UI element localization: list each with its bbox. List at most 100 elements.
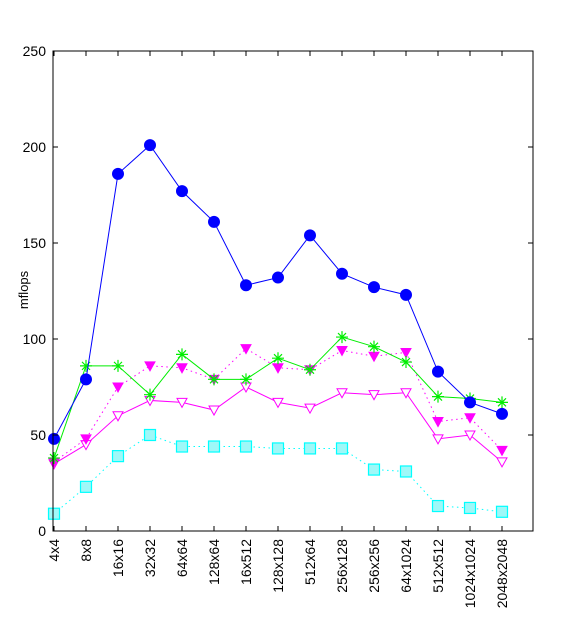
data-point	[176, 363, 188, 374]
data-point	[144, 139, 156, 152]
data-point	[368, 390, 380, 401]
data-point	[112, 382, 124, 394]
data-point	[336, 346, 348, 357]
data-point	[400, 356, 412, 369]
data-point	[368, 340, 380, 353]
series-4	[47, 428, 509, 520]
data-point	[432, 390, 444, 403]
data-point	[208, 373, 220, 386]
x-tick-label: 32x32	[142, 539, 158, 577]
data-point	[112, 167, 124, 180]
data-point	[272, 271, 284, 284]
data-point	[432, 417, 444, 428]
y-tick-label: 200	[23, 139, 47, 155]
data-point	[239, 440, 253, 453]
data-point	[496, 396, 508, 409]
data-point	[464, 396, 476, 409]
data-point	[496, 457, 508, 468]
data-point	[464, 413, 476, 424]
x-tick-labels: 4x4 8x8 16x16 32x32 64x64 128x64 16x512 128x128…	[46, 539, 510, 609]
data-point	[271, 442, 285, 455]
y-tick-label: 50	[30, 427, 46, 443]
data-point	[431, 499, 445, 513]
data-point	[495, 505, 509, 518]
x-tick-label: 2048x2048	[494, 539, 510, 609]
series-0	[48, 139, 508, 445]
data-point	[496, 407, 508, 420]
data-point	[272, 363, 284, 374]
x-tick-label: 4x4	[46, 539, 62, 562]
data-point	[240, 373, 252, 386]
data-point	[208, 405, 220, 417]
data-point	[367, 463, 381, 476]
x-tick-label: 8x8	[78, 539, 94, 562]
data-point	[80, 373, 92, 386]
data-point	[304, 363, 316, 376]
plot-frame	[52, 50, 534, 532]
data-point	[400, 347, 412, 359]
data-point	[368, 351, 380, 363]
series-layer	[47, 139, 509, 520]
data-point	[400, 388, 412, 399]
data-point	[111, 450, 125, 463]
data-point	[400, 288, 412, 301]
y-tick-label: 150	[23, 235, 47, 251]
data-point	[272, 352, 284, 365]
x-tick-label: 512x64	[302, 539, 318, 585]
series-1	[48, 331, 508, 465]
y-tick-labels: 0 50 100 150 200 250	[23, 43, 47, 539]
data-point	[144, 361, 156, 372]
data-point	[207, 440, 221, 453]
data-point	[399, 465, 413, 478]
series-3	[48, 382, 508, 470]
data-point	[368, 281, 380, 294]
data-point	[432, 365, 444, 378]
data-point	[48, 432, 60, 445]
data-point	[304, 403, 316, 415]
data-point	[176, 185, 188, 198]
y-tick-label: 250	[23, 43, 47, 59]
x-tick-label: 128x128	[270, 539, 286, 593]
data-point	[432, 434, 444, 445]
data-point	[79, 480, 93, 493]
data-point	[48, 452, 60, 465]
data-point	[176, 397, 188, 409]
y-axis-label: mflops	[16, 270, 31, 309]
x-tick-label: 16x512	[238, 539, 254, 585]
tick-marks	[53, 50, 533, 532]
data-point	[304, 229, 316, 242]
data-point	[303, 442, 317, 455]
y-tick-label: 100	[23, 331, 47, 347]
data-point	[336, 267, 348, 280]
x-tick-label: 64x1024	[398, 539, 414, 593]
data-point	[208, 215, 220, 228]
data-point	[336, 331, 348, 344]
data-point	[47, 507, 61, 520]
x-tick-label: 256x256	[366, 539, 382, 593]
data-point	[272, 397, 284, 409]
series-line	[53, 144, 503, 440]
data-point	[144, 388, 156, 401]
x-tick-label: 256x128	[334, 539, 350, 593]
series-line	[53, 434, 503, 515]
x-tick-label: 1024x1024	[462, 539, 478, 609]
x-tick-label: 128x64	[206, 539, 222, 585]
x-tick-label: 64x64	[174, 539, 190, 577]
data-point	[143, 428, 157, 442]
data-point	[112, 411, 124, 422]
data-point	[176, 348, 188, 361]
data-point	[335, 442, 349, 455]
x-tick-label: 512x512	[430, 539, 446, 593]
x-tick-label: 16x16	[110, 539, 126, 577]
data-point	[496, 445, 508, 457]
data-point	[175, 440, 189, 453]
data-point	[80, 359, 92, 372]
data-point	[336, 388, 348, 399]
data-point	[240, 279, 252, 292]
data-point	[240, 344, 252, 355]
y-tick-label: 0	[38, 523, 46, 539]
data-point	[112, 359, 124, 372]
data-point	[464, 430, 476, 442]
data-point	[80, 434, 92, 445]
